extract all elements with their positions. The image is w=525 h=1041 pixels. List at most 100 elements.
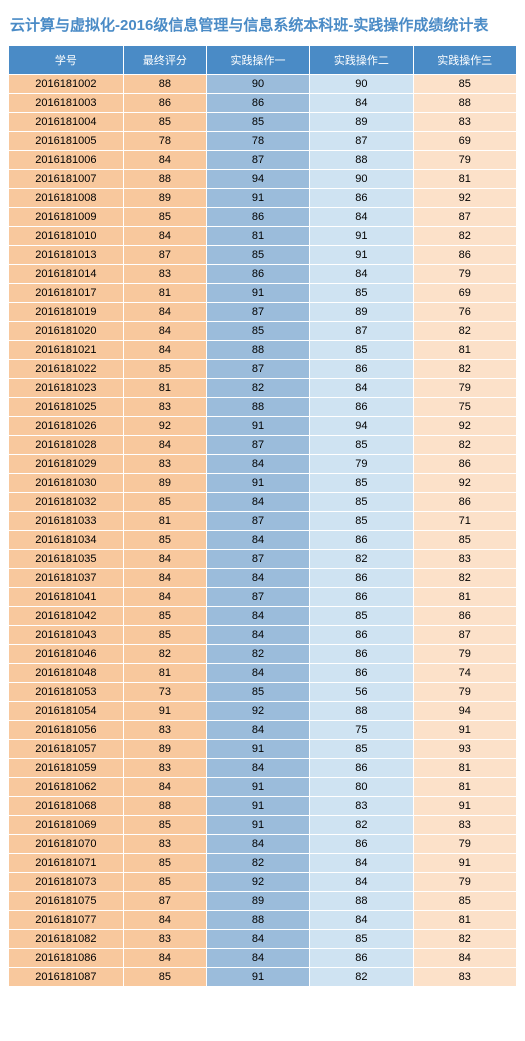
cell: 2016181017 [9,284,124,303]
cell: 79 [413,835,516,854]
cell: 2016181035 [9,550,124,569]
cell: 91 [413,721,516,740]
cell: 89 [310,113,413,132]
cell: 92 [123,417,206,436]
cell: 2016181086 [9,949,124,968]
cell: 2016181010 [9,227,124,246]
cell: 86 [310,835,413,854]
table-row: 201618105789918593 [9,740,517,759]
cell: 90 [310,170,413,189]
cell: 82 [206,854,309,873]
cell: 92 [413,417,516,436]
table-row: 201618101984878976 [9,303,517,322]
table-row: 201618103285848586 [9,493,517,512]
cell: 2016181025 [9,398,124,417]
cell: 86 [310,398,413,417]
cell: 91 [206,284,309,303]
cell: 2016181002 [9,75,124,94]
table-row: 201618107385928479 [9,873,517,892]
cell: 2016181054 [9,702,124,721]
cell: 88 [310,151,413,170]
cell: 81 [123,379,206,398]
table-row: 201618103089918592 [9,474,517,493]
cell: 85 [206,246,309,265]
cell: 84 [206,531,309,550]
cell: 85 [123,968,206,987]
cell: 86 [310,588,413,607]
cell: 83 [413,113,516,132]
cell: 2016181008 [9,189,124,208]
cell: 94 [206,170,309,189]
cell: 79 [413,683,516,702]
cell: 84 [123,778,206,797]
cell: 91 [206,474,309,493]
table-row: 201618108684848684 [9,949,517,968]
cell: 87 [123,246,206,265]
cell: 81 [413,911,516,930]
cell: 85 [310,607,413,626]
cell: 85 [310,740,413,759]
cell: 92 [206,873,309,892]
cell: 83 [310,797,413,816]
col-header-1: 最终评分 [123,46,206,75]
cell: 87 [206,303,309,322]
cell: 75 [310,721,413,740]
cell: 94 [310,417,413,436]
table-row: 201618104881848674 [9,664,517,683]
cell: 89 [310,303,413,322]
cell: 81 [413,759,516,778]
cell: 69 [413,132,516,151]
cell: 83 [413,816,516,835]
cell: 82 [206,645,309,664]
cell: 84 [123,949,206,968]
table-row: 201618100985868487 [9,208,517,227]
cell: 2016181026 [9,417,124,436]
col-header-2: 实践操作一 [206,46,309,75]
cell: 85 [123,626,206,645]
table-row: 201618105373855679 [9,683,517,702]
cell: 85 [413,531,516,550]
cell: 83 [413,550,516,569]
table-row: 201618103485848685 [9,531,517,550]
col-header-3: 实践操作二 [310,46,413,75]
cell: 86 [310,759,413,778]
cell: 91 [310,246,413,265]
cell: 84 [206,455,309,474]
cell: 91 [206,740,309,759]
table-row: 201618106985918283 [9,816,517,835]
cell: 85 [310,930,413,949]
cell: 82 [310,816,413,835]
cell: 84 [206,493,309,512]
cell: 91 [206,417,309,436]
cell: 81 [413,341,516,360]
cell: 86 [310,189,413,208]
cell: 84 [123,322,206,341]
cell: 89 [206,892,309,911]
cell: 82 [413,322,516,341]
cell: 85 [310,341,413,360]
cell: 82 [310,968,413,987]
cell: 79 [413,645,516,664]
table-row: 201618100889918692 [9,189,517,208]
cell: 86 [206,265,309,284]
cell: 93 [413,740,516,759]
cell: 88 [206,911,309,930]
cell: 81 [413,778,516,797]
cell: 81 [206,227,309,246]
cell: 88 [123,170,206,189]
page-title: 云计算与虚拟化-2016级信息管理与信息系统本科班-实践操作成绩统计表 [8,8,517,45]
cell: 2016181006 [9,151,124,170]
table-row: 201618108785918283 [9,968,517,987]
cell: 81 [413,170,516,189]
cell: 85 [310,284,413,303]
cell: 91 [206,778,309,797]
table-row: 201618103784848682 [9,569,517,588]
cell: 86 [123,94,206,113]
cell: 2016181077 [9,911,124,930]
col-header-0: 学号 [9,46,124,75]
cell: 89 [123,189,206,208]
cell: 2016181030 [9,474,124,493]
cell: 84 [123,303,206,322]
cell: 84 [310,873,413,892]
cell: 2016181046 [9,645,124,664]
